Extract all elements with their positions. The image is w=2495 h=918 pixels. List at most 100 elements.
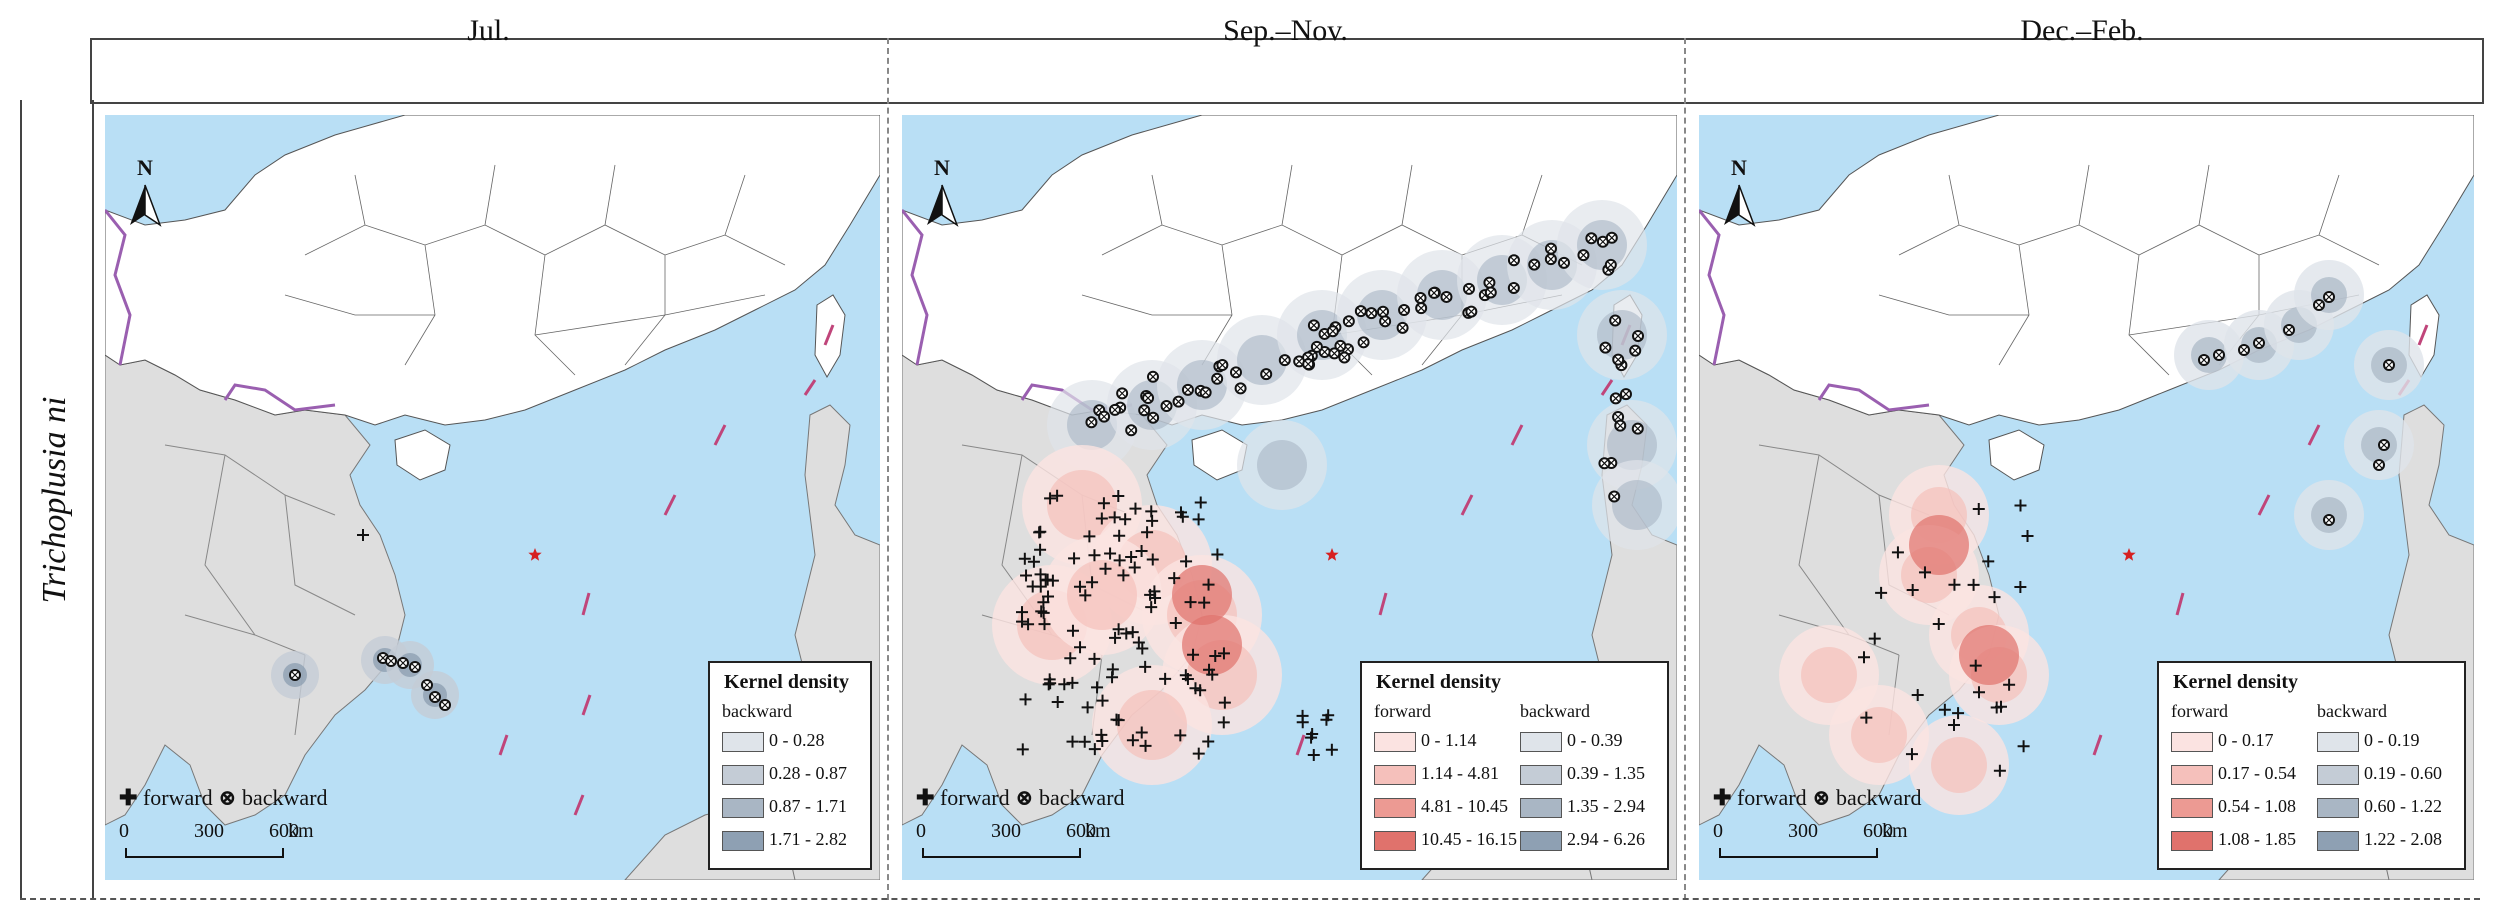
backward-trajectory-point xyxy=(2215,351,2223,359)
forward-legend-label: forward xyxy=(939,785,1016,810)
backward-trajectory-point xyxy=(2380,441,2388,449)
legend-item-forward: 10.45 - 16.15 xyxy=(1374,828,1517,851)
scale-tick-label: 300 xyxy=(194,820,224,842)
backward-trajectory-point xyxy=(1400,306,1408,314)
nine-dash-line-segment xyxy=(663,494,677,516)
land-hainan xyxy=(1988,429,2045,481)
backward-trajectory-point xyxy=(2240,346,2248,354)
backward-symbol-icon: ⊗ xyxy=(218,785,243,810)
forward-trajectory-point xyxy=(1139,660,1152,673)
forward-trajectory-point xyxy=(1967,578,1980,591)
forward-trajectory-point xyxy=(1132,636,1145,649)
forward-trajectory-point xyxy=(1202,578,1215,591)
legend-item-backward: 0.19 - 0.60 xyxy=(2317,762,2442,785)
forward-trajectory-point xyxy=(1091,681,1104,694)
legend-item-backward: 0 - 0.19 xyxy=(2317,729,2420,752)
forward-trajectory-point xyxy=(1018,552,1031,565)
forward-trajectory-point xyxy=(1109,631,1122,644)
forward-trajectory-point xyxy=(1202,735,1215,748)
forward-trajectory-point xyxy=(1325,743,1338,756)
backward-trajectory-point xyxy=(1465,285,1473,293)
symbol-legend: ✚ forward ⊗ backward xyxy=(1713,785,1922,811)
forward-trajectory-point xyxy=(1027,555,1040,568)
backward-trajectory-point xyxy=(2325,293,2333,301)
column-divider xyxy=(887,38,889,900)
forward-trajectory-point xyxy=(1988,591,2001,604)
forward-trajectory-point xyxy=(1126,734,1139,747)
legend-range-label: 1.71 - 2.82 xyxy=(769,829,847,849)
land-hainan xyxy=(394,429,451,481)
backward-trajectory-point xyxy=(1295,357,1303,365)
legend-range-label: 1.14 - 4.81 xyxy=(1421,763,1499,783)
forward-trajectory-point xyxy=(2021,529,2034,542)
forward-trajectory-point xyxy=(1051,489,1064,502)
forward-trajectory-point xyxy=(1868,632,1881,645)
forward-trajectory-point xyxy=(1037,606,1050,619)
scale-tick-label: 300 xyxy=(991,820,1021,842)
north-label: N xyxy=(137,155,153,180)
nine-dash-line-segment xyxy=(2092,734,2103,756)
forward-trajectory-point xyxy=(1948,719,1960,732)
forward-trajectory-point xyxy=(1037,596,1050,609)
backward-trajectory-point xyxy=(1467,308,1475,316)
backward-trajectory-point xyxy=(379,654,387,662)
province-borders xyxy=(284,164,786,376)
forward-trajectory-point xyxy=(1938,703,1951,716)
land-china xyxy=(902,115,1677,426)
forward-trajectory-point xyxy=(1211,548,1224,561)
backward-trajectory-point xyxy=(1144,394,1152,402)
legend-range-label: 0.87 - 1.71 xyxy=(769,796,847,816)
forward-trajectory-point xyxy=(1035,605,1048,618)
backward-trajectory-point xyxy=(1381,317,1389,325)
legend-item-backward: 0.28 - 0.87 xyxy=(722,762,847,785)
legend-range-label: 0 - 0.17 xyxy=(2218,730,2274,750)
scale-tick-label: 600 xyxy=(1066,820,1096,842)
forward-trajectory-point xyxy=(1218,696,1231,709)
kernel-density-forward xyxy=(1909,515,1969,575)
forward-trajectory-point xyxy=(1135,726,1148,739)
scale-tick-label: 0 xyxy=(916,820,926,842)
nine-dash-line-segment xyxy=(823,324,835,346)
forward-trajectory-point xyxy=(1217,716,1230,729)
forward-trajectory-point xyxy=(1145,505,1158,518)
north-arrow-icon xyxy=(1738,184,1756,227)
legend-item-forward: 0.54 - 1.08 xyxy=(2171,795,2296,818)
forward-trajectory-point xyxy=(2014,499,2027,512)
kernel-density-legend: Kernel density forward 0 - 0.17 0.17 - 0.54… xyxy=(2157,661,2466,870)
legend-swatch xyxy=(1374,731,1416,752)
legend-range-label: 0.17 - 0.54 xyxy=(2218,763,2296,783)
backward-trajectory-point xyxy=(1336,342,1344,350)
backward-trajectory-point xyxy=(1631,347,1639,355)
legend-range-label: 0.39 - 1.35 xyxy=(1567,763,1645,783)
forward-trajectory-point xyxy=(1019,693,1032,706)
backward-trajectory-point xyxy=(1600,459,1608,467)
north-arrow-icon xyxy=(144,184,162,227)
backward-trajectory-point xyxy=(1587,234,1595,242)
forward-trajectory-point xyxy=(1180,555,1193,568)
forward-trajectory-point xyxy=(1126,626,1139,639)
nine-dash-line-segment xyxy=(1295,734,1306,756)
nine-dash-line-segment xyxy=(2257,494,2271,516)
kernel-density-forward xyxy=(1931,737,1987,793)
backward-trajectory-point xyxy=(1399,324,1407,332)
forward-trajectory-point xyxy=(1129,502,1142,515)
legend-title: Kernel density xyxy=(2173,671,2298,693)
forward-trajectory-point xyxy=(1033,526,1046,539)
backward-trajectory-point xyxy=(1547,255,1555,263)
backward-symbol-icon: ⊗ xyxy=(1812,785,1837,810)
forward-trajectory-point xyxy=(1125,551,1138,564)
kernel-density-forward xyxy=(1117,690,1187,760)
forward-trajectory-point xyxy=(1973,686,1986,699)
backward-trajectory-point xyxy=(1149,373,1157,381)
forward-trajectory-point xyxy=(1095,512,1108,525)
legend-swatch xyxy=(2317,797,2359,818)
forward-trajectory-point xyxy=(1891,546,1904,559)
forward-trajectory-point xyxy=(1149,592,1162,605)
nine-dash-line-segment xyxy=(1510,424,1524,446)
forward-trajectory-point xyxy=(1064,652,1077,665)
forward-trajectory-point xyxy=(1993,764,2006,777)
backward-trajectory-point xyxy=(1580,251,1587,259)
legend-column-heading-forward: forward xyxy=(2171,701,2228,721)
backward-symbol-icon: ⊗ xyxy=(1015,785,1040,810)
forward-trajectory-point xyxy=(1073,580,1086,593)
